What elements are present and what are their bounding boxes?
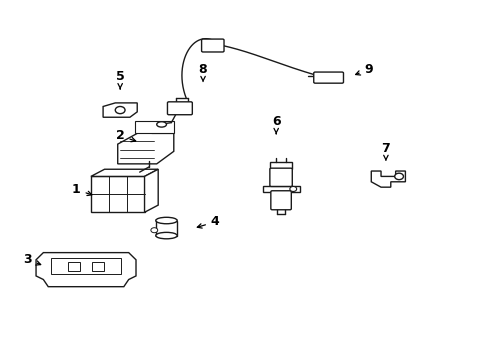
Polygon shape — [103, 103, 137, 117]
Text: 3: 3 — [23, 253, 41, 266]
Polygon shape — [270, 162, 291, 169]
Circle shape — [289, 186, 296, 192]
FancyBboxPatch shape — [313, 72, 343, 83]
Polygon shape — [118, 123, 173, 164]
Circle shape — [394, 173, 403, 180]
Text: 4: 4 — [197, 215, 219, 228]
FancyBboxPatch shape — [270, 191, 291, 210]
Text: 1: 1 — [72, 183, 92, 196]
Polygon shape — [262, 186, 299, 192]
Polygon shape — [51, 258, 121, 274]
FancyBboxPatch shape — [201, 39, 224, 52]
Bar — [156, 221, 177, 235]
FancyBboxPatch shape — [269, 168, 292, 186]
Polygon shape — [370, 171, 405, 187]
Text: 2: 2 — [116, 129, 136, 142]
Text: 6: 6 — [271, 115, 280, 134]
Text: 8: 8 — [198, 63, 207, 82]
Polygon shape — [144, 169, 158, 212]
Ellipse shape — [156, 217, 177, 224]
Polygon shape — [68, 262, 80, 271]
Ellipse shape — [157, 122, 166, 127]
Polygon shape — [91, 176, 144, 212]
Text: 9: 9 — [355, 63, 372, 76]
FancyBboxPatch shape — [167, 102, 192, 115]
Text: 7: 7 — [381, 142, 389, 161]
Circle shape — [115, 107, 125, 114]
Polygon shape — [36, 253, 136, 287]
Circle shape — [151, 228, 158, 233]
Ellipse shape — [156, 232, 177, 239]
Polygon shape — [92, 262, 104, 271]
Polygon shape — [135, 121, 173, 134]
Text: 5: 5 — [116, 70, 124, 89]
Polygon shape — [91, 169, 158, 176]
